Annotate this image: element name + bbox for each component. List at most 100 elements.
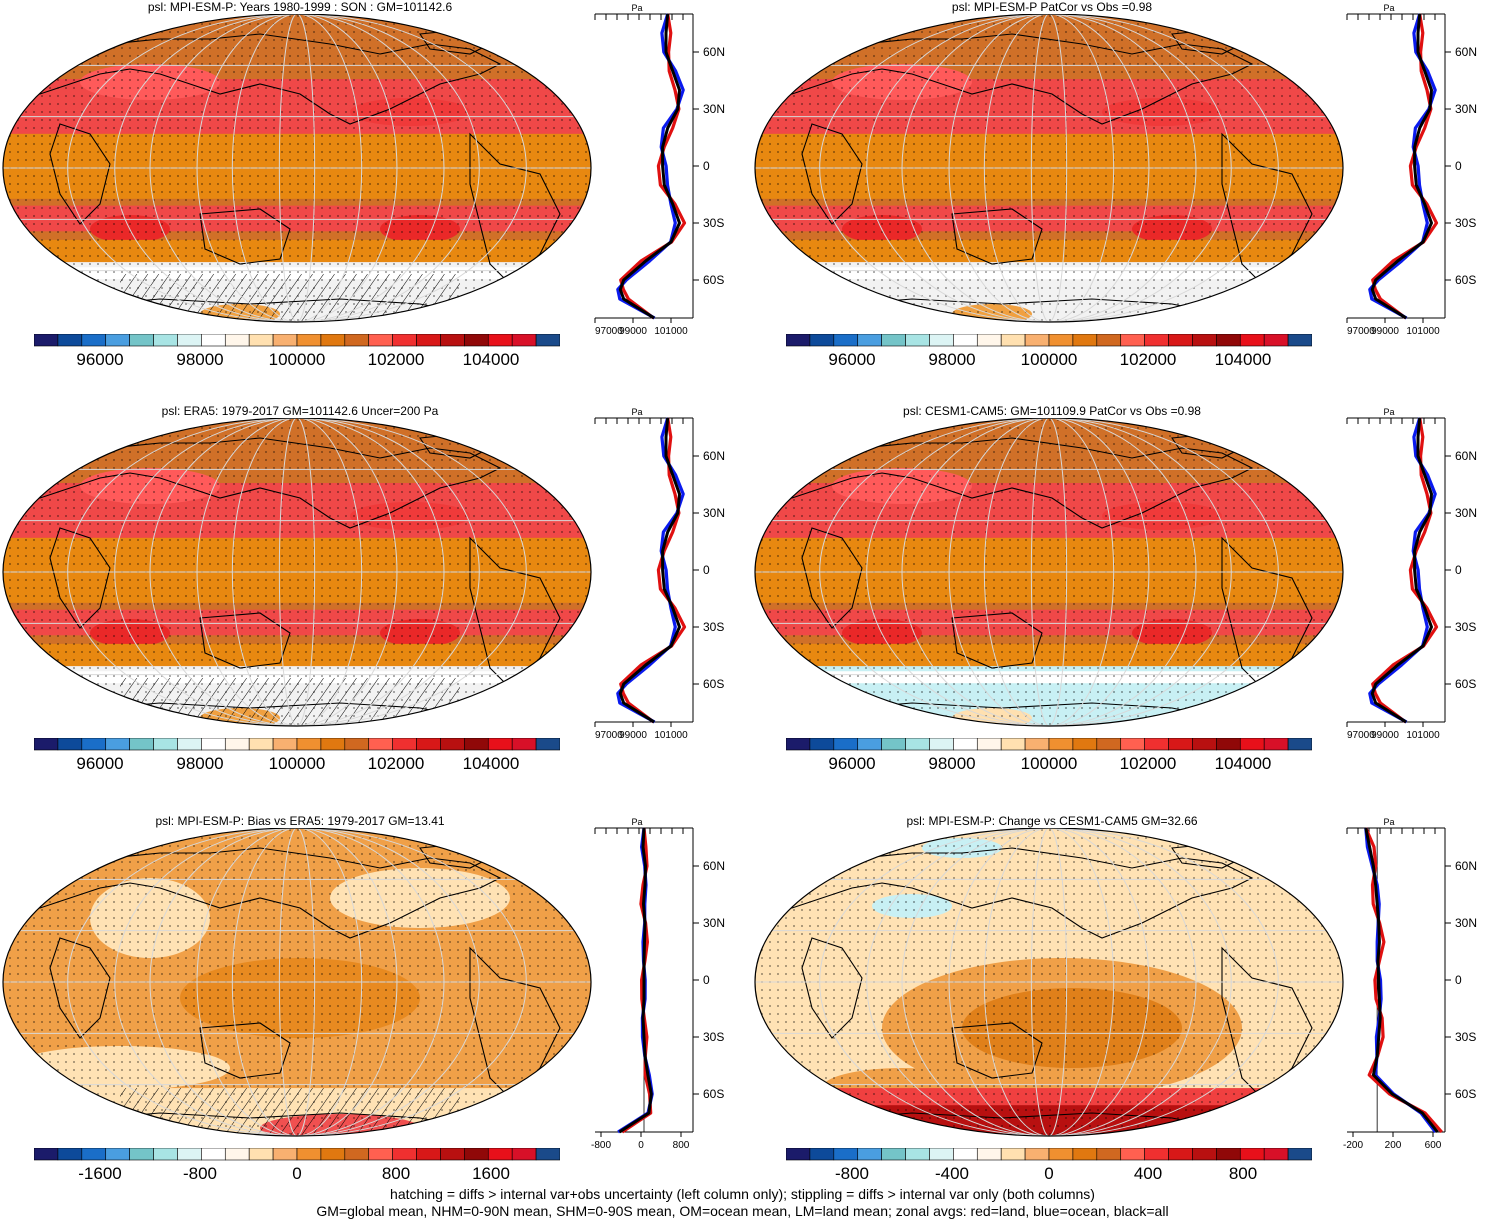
- colorbar-bin: [1096, 737, 1122, 751]
- colorbar-label: 96000: [76, 754, 124, 773]
- zonal-x-label: 800: [673, 1140, 690, 1151]
- colorbar-bin: [905, 737, 930, 751]
- map-border: [754, 14, 1344, 323]
- colorbar-bin: [392, 333, 417, 347]
- zonal-land-curve: [1371, 417, 1439, 724]
- colorbar-bin: [368, 333, 393, 347]
- colorbar-bin: [976, 737, 1002, 751]
- map: [2, 418, 592, 727]
- longitude-gridline: [149, 14, 445, 322]
- colorbar-bin: [440, 1147, 465, 1161]
- colorbar-bin: [1024, 737, 1050, 751]
- longitude-gridline: [948, 14, 1150, 322]
- colorbar-bin: [81, 737, 107, 751]
- longitude-gridline: [231, 14, 363, 322]
- colorbar-label: -400: [934, 1164, 970, 1183]
- zonal-units: Pa: [1383, 4, 1394, 13]
- colorbar-bin: [1216, 1147, 1241, 1161]
- colorbar-bin: [129, 737, 154, 751]
- colorbar-bin: [809, 737, 835, 751]
- colorbar-label: 102000: [367, 350, 425, 369]
- colorbar-label: 104000: [462, 350, 520, 369]
- zonal-lat-label: 30N: [703, 102, 725, 116]
- colorbar-bin: [1168, 333, 1193, 347]
- colorbar-bin: [929, 1147, 954, 1161]
- longitude-gridline: [67, 14, 527, 322]
- colorbar-bin: [201, 1147, 226, 1161]
- colorbar-bin: [833, 333, 859, 347]
- zonal-lat-label: 60N: [1455, 45, 1477, 59]
- zonal-lat-label: 30S: [1455, 1030, 1476, 1044]
- longitude-gridline: [278, 418, 316, 726]
- map-border: [754, 418, 1344, 727]
- colorbar-bin: [153, 737, 178, 751]
- zonal-land-curve: [619, 13, 687, 320]
- colorbar-bin: [248, 1147, 274, 1161]
- longitude-gridline: [819, 418, 1279, 726]
- hatching: [120, 1088, 460, 1136]
- colorbar: [33, 333, 561, 347]
- colorbar-bin: [248, 333, 274, 347]
- colorbar: [785, 1147, 1313, 1161]
- colorbar-bin: [1192, 737, 1217, 751]
- zonal-x-label: 200: [1385, 1140, 1402, 1151]
- colorbar-bin: [177, 737, 202, 751]
- colorbar-bin: [201, 737, 226, 751]
- colorbar-label: 102000: [367, 754, 425, 773]
- coastline: [49, 937, 111, 1039]
- colorbar-bin: [809, 333, 835, 347]
- zonal-units: Pa: [1383, 818, 1394, 827]
- longitude-gridline: [278, 828, 316, 1136]
- zonal-land-curve: [1371, 13, 1439, 320]
- colorbar-bin: [1072, 1147, 1098, 1161]
- longitude-gridline: [196, 828, 398, 1136]
- colorbar-bin: [464, 1147, 489, 1161]
- coastline: [199, 1022, 291, 1079]
- hatching: [120, 274, 460, 322]
- colorbar-bin: [1144, 333, 1169, 347]
- colorbar-bin: [487, 737, 513, 751]
- longitude-gridline: [149, 828, 445, 1136]
- colorbar-bin: [177, 1147, 202, 1161]
- colorbar-bin: [33, 1147, 59, 1161]
- panel-title: psl: CESM1-CAM5: GM=101109.9 PatCor vs O…: [903, 404, 1201, 418]
- colorbar: [785, 333, 1313, 347]
- zonal-all-curve: [618, 13, 681, 320]
- zonal-x-label: 101000: [1406, 326, 1440, 337]
- map: [2, 828, 592, 1137]
- zonal-x-label: 0: [638, 1140, 644, 1151]
- map-field: [3, 418, 591, 726]
- colorbar-bin: [344, 737, 370, 751]
- zonal-x-label: 99000: [619, 730, 647, 741]
- colorbar-bin: [1192, 333, 1217, 347]
- colorbar-bin: [1263, 333, 1289, 347]
- colorbar-bin: [33, 737, 59, 751]
- panel-title: psl: MPI-ESM-P: Change vs CESM1-CAM5 GM=…: [906, 814, 1198, 828]
- zonal-all-curve: [618, 417, 681, 724]
- longitude-gridline: [948, 828, 1150, 1136]
- zonal-all-curve: [618, 827, 653, 1134]
- colorbar-bin: [320, 737, 346, 751]
- colorbar-bin: [857, 1147, 882, 1161]
- colorbar-bin: [857, 737, 882, 751]
- hatching: [120, 678, 460, 726]
- longitude-gridline: [948, 418, 1150, 726]
- coastline: [801, 123, 863, 225]
- colorbar-label: 98000: [176, 754, 224, 773]
- coastline: [199, 612, 291, 669]
- colorbar-label: 104000: [462, 754, 520, 773]
- colorbar-bin: [1287, 333, 1313, 347]
- colorbar-bin: [440, 333, 465, 347]
- colorbar-bin: [785, 737, 811, 751]
- longitude-gridline: [231, 418, 363, 726]
- panel-p6: psl: MPI-ESM-P: Change vs CESM1-CAM5 GM=…: [752, 814, 1485, 1214]
- coastline: [951, 612, 1043, 669]
- zonal-x-label: -200: [1343, 1140, 1363, 1151]
- colorbar-bin: [153, 1147, 178, 1161]
- colorbar-bin: [105, 1147, 130, 1161]
- longitude-gridline: [983, 418, 1115, 726]
- colorbar-bin: [929, 333, 954, 347]
- map: [754, 14, 1344, 323]
- colorbar-bin: [1239, 737, 1265, 751]
- zonal-ocean-curve: [616, 13, 685, 320]
